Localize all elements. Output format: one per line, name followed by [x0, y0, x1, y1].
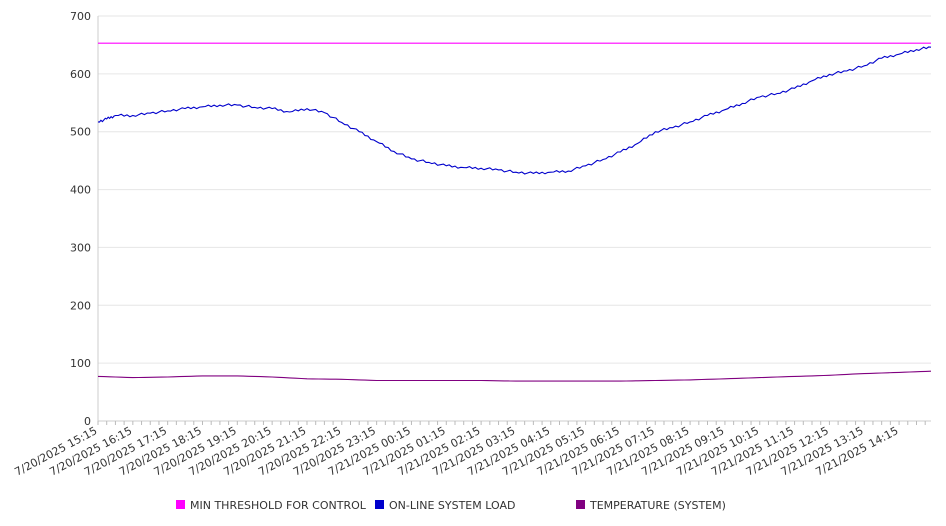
legend-swatch — [576, 500, 585, 509]
legend-label: MIN THRESHOLD FOR CONTROL — [190, 499, 367, 512]
y-tick-labels: 0 100 200 300 400 500 600 700 — [70, 10, 91, 428]
y-tick-label: 0 — [84, 415, 91, 428]
series-line-temperature-system — [97, 370, 932, 382]
legend-label: TEMPERATURE (SYSTEM) — [589, 499, 726, 512]
series-lines — [97, 42, 932, 382]
y-tick-label: 200 — [70, 299, 91, 312]
y-tick-label: 400 — [70, 184, 91, 197]
y-tick-label: 700 — [70, 10, 91, 23]
legend-swatch — [176, 500, 185, 509]
x-tick-labels: 7/20/2025 15:157/20/2025 16:157/20/2025 … — [12, 424, 900, 478]
series-line-on-line-system-load — [97, 46, 932, 175]
legend-swatch — [375, 500, 384, 509]
y-tick-label: 600 — [70, 68, 91, 81]
legend: MIN THRESHOLD FOR CONTROL ON-LINE SYSTEM … — [176, 499, 726, 512]
y-tick-label: 300 — [70, 241, 91, 254]
grid-lines — [98, 15, 931, 422]
legend-label: ON-LINE SYSTEM LOAD — [389, 499, 515, 512]
y-tick-label: 100 — [70, 357, 91, 370]
axes — [97, 16, 931, 425]
y-tick-label: 500 — [70, 126, 91, 139]
